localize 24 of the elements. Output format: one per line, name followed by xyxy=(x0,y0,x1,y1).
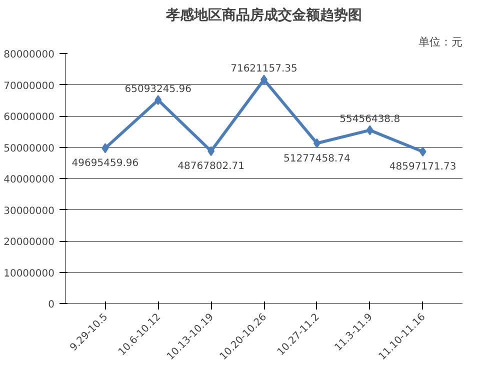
data-label: 55456438.8 xyxy=(340,114,400,126)
y-tick-label: 60000000 xyxy=(4,112,55,123)
data-label: 48767802.71 xyxy=(178,161,244,172)
data-label: 49695459.96 xyxy=(72,158,139,170)
y-tick-label: 40000000 xyxy=(4,174,55,186)
point xyxy=(102,143,109,154)
point xyxy=(313,138,320,148)
chart-title: 孝感地区商品房成交金额趋势图 xyxy=(165,6,362,24)
y-tick-label: 10000000 xyxy=(4,268,55,280)
text: 单位：元 xyxy=(418,36,462,48)
point xyxy=(154,95,162,106)
data-label: 71621157.35 xyxy=(230,64,298,75)
y-tick-label: 70000000 xyxy=(4,80,55,92)
point xyxy=(366,125,374,136)
data-label: 51277458.74 xyxy=(284,153,350,164)
y-tick-label: 80000000 xyxy=(4,50,55,60)
data-label: 65093245.96 xyxy=(124,84,192,96)
y-tick-label: 30000000 xyxy=(4,206,55,217)
y-tick-label: 20000000 xyxy=(4,237,55,248)
point xyxy=(419,146,426,157)
y-tick-label: 50000000 xyxy=(4,143,55,154)
point xyxy=(208,146,215,156)
data-label: 48597171.73 xyxy=(389,162,456,173)
y-tick-label: 0 xyxy=(48,300,55,310)
